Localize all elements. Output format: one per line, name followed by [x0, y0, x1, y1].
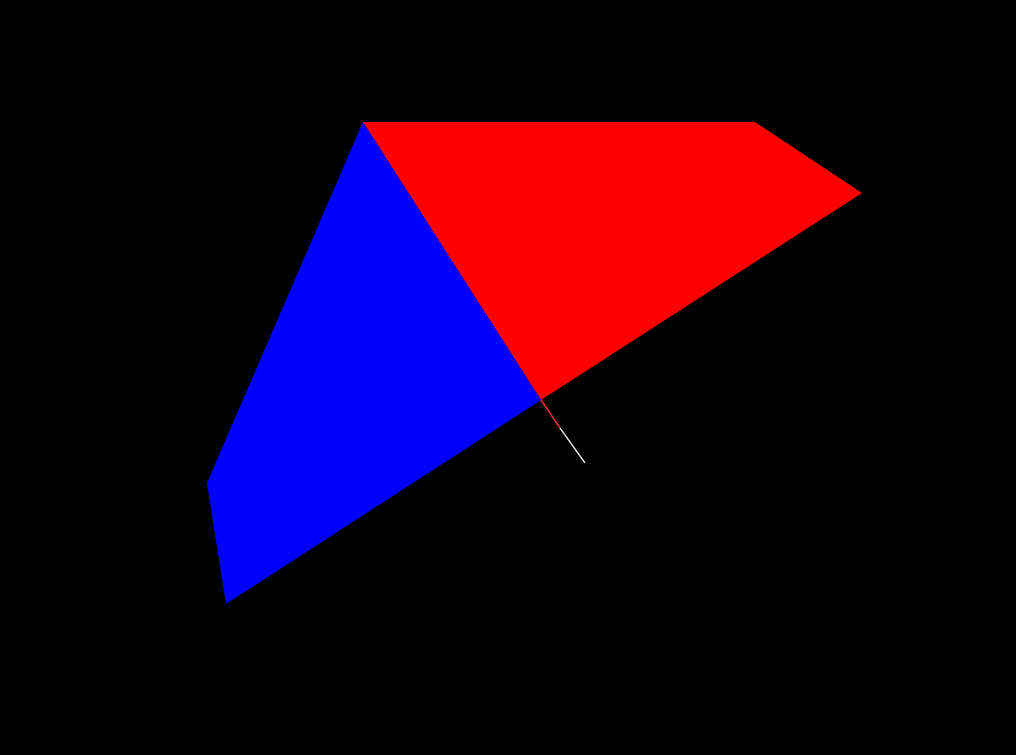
red-segment	[540, 399, 561, 429]
blue-polygon	[207, 122, 541, 604]
white-segment	[559, 427, 586, 464]
red-polygon	[363, 122, 862, 400]
